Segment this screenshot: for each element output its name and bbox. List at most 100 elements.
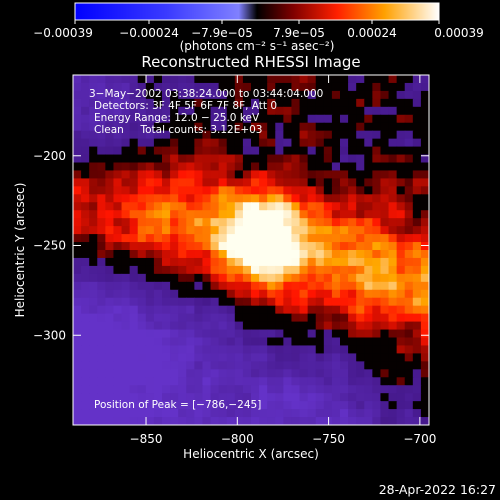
heatmap-cell	[404, 337, 414, 347]
heatmap-cell	[356, 82, 365, 92]
heatmap-cell	[97, 202, 106, 211]
heatmap-cell	[307, 210, 317, 219]
heatmap-cell	[121, 194, 131, 203]
heatmap-cell	[259, 130, 268, 140]
heatmap-cell	[275, 313, 284, 323]
heatmap-cell	[420, 170, 429, 179]
heatmap-cell	[372, 353, 382, 362]
heatmap-cell	[340, 234, 349, 243]
heatmap-cell	[388, 305, 398, 315]
heatmap-cell	[380, 242, 390, 251]
heatmap-cell	[105, 401, 115, 410]
heatmap-cells	[73, 75, 429, 425]
heatmap-cell	[73, 138, 82, 148]
heatmap-cell	[412, 385, 422, 394]
heatmap-cell	[388, 369, 398, 378]
heatmap-cell	[218, 122, 228, 132]
heatmap-cell	[340, 162, 349, 172]
heatmap-cell	[162, 273, 171, 283]
heatmap-cell	[113, 385, 123, 394]
heatmap-cell	[420, 289, 429, 299]
heatmap-cell	[242, 409, 252, 418]
heatmap-cell	[218, 186, 228, 195]
heatmap-cell	[412, 210, 422, 219]
heatmap-cell	[153, 385, 163, 394]
heatmap-cell	[323, 146, 333, 156]
heatmap-cell	[396, 401, 406, 410]
heatmap-cell	[194, 170, 204, 179]
heatmap-cell	[340, 82, 349, 92]
heatmap-cell	[251, 297, 260, 307]
heatmap-cell	[307, 178, 317, 187]
heatmap-cell	[372, 130, 382, 140]
heatmap-cell	[364, 186, 373, 195]
heatmap-cell	[404, 146, 414, 156]
heatmap-cell	[210, 289, 220, 299]
heatmap-cell	[396, 178, 406, 187]
heatmap-cell	[372, 289, 382, 299]
heatmap-cell	[145, 202, 155, 211]
heatmap-cell	[323, 98, 333, 108]
heatmap-cell	[89, 130, 98, 140]
heatmap-cell	[380, 138, 390, 148]
heatmap-cell	[291, 138, 301, 148]
heatmap-cell	[275, 146, 284, 156]
heatmap-cell	[396, 417, 406, 425]
heatmap-cell	[97, 417, 106, 425]
heatmap-cell	[162, 250, 171, 259]
heatmap-cell	[331, 281, 341, 291]
heatmap-cell	[121, 242, 131, 251]
heatmap-cell	[388, 337, 398, 347]
heatmap-cell	[194, 265, 204, 275]
heatmap-cell	[331, 393, 341, 402]
heatmap-cell	[242, 106, 252, 116]
heatmap-cell	[153, 417, 163, 425]
heatmap-cell	[364, 377, 373, 386]
heatmap-cell	[323, 162, 333, 172]
heatmap-cell	[291, 75, 301, 84]
heatmap-cell	[364, 305, 373, 315]
heatmap-cell	[170, 234, 179, 243]
heatmap-cell	[420, 154, 429, 164]
heatmap-cell	[105, 82, 115, 92]
heatmap-cell	[315, 321, 325, 331]
heatmap-cell	[121, 186, 131, 195]
heatmap-cell	[194, 130, 204, 140]
heatmap-cell	[251, 226, 260, 235]
heatmap-cell	[259, 361, 268, 370]
heatmap-cell	[323, 401, 333, 410]
heatmap-cell	[162, 154, 171, 164]
heatmap-cell	[340, 250, 349, 259]
heatmap-cell	[404, 106, 414, 116]
heatmap-cell	[299, 345, 309, 354]
heatmap-cell	[348, 297, 357, 307]
heatmap-cell	[315, 345, 325, 354]
heatmap-cell	[283, 170, 293, 179]
heatmap-cell	[226, 98, 236, 108]
heatmap-cell	[356, 170, 365, 179]
heatmap-cell	[73, 178, 82, 187]
heatmap-cell	[412, 194, 422, 203]
heatmap-cell	[404, 170, 414, 179]
heatmap-cell	[113, 353, 123, 362]
heatmap-cell	[283, 162, 293, 172]
heatmap-cell	[275, 321, 284, 331]
heatmap-cell	[137, 250, 147, 259]
heatmap-cell	[396, 273, 406, 283]
heatmap-cell	[81, 242, 90, 251]
heatmap-cell	[331, 114, 341, 124]
heatmap-cell	[315, 401, 325, 410]
heatmap-cell	[153, 265, 163, 275]
heatmap-cell	[145, 122, 155, 132]
heatmap-cell	[202, 218, 212, 227]
heatmap-cell	[307, 273, 317, 283]
heatmap-cell	[194, 162, 204, 172]
heatmap-cell	[404, 186, 414, 195]
heatmap-cell	[283, 305, 293, 315]
heatmap-cell	[299, 361, 309, 370]
heatmap-cell	[129, 90, 139, 100]
heatmap-cell	[242, 329, 252, 339]
heatmap-cell	[307, 250, 317, 259]
heatmap-cell	[170, 194, 179, 203]
heatmap-cell	[97, 90, 106, 100]
